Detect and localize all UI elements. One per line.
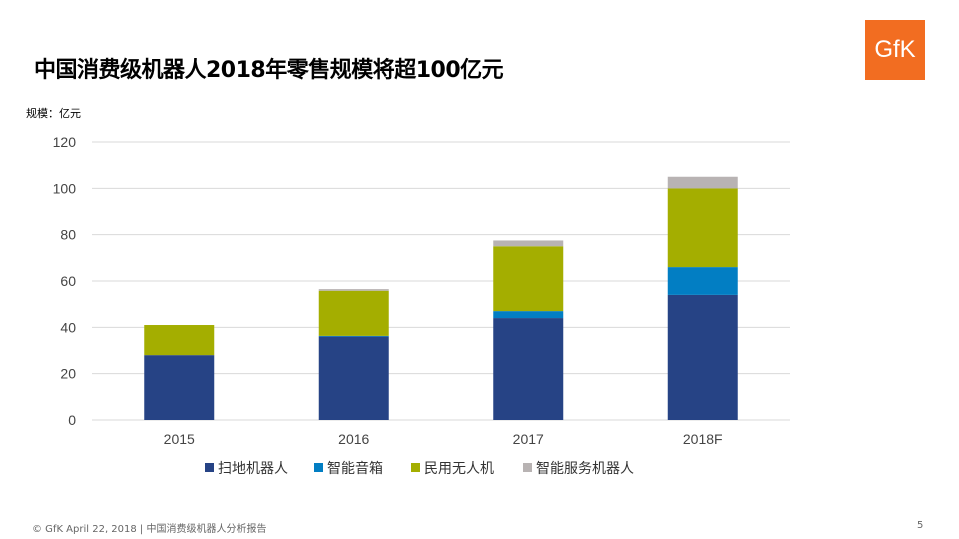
bar-segment xyxy=(493,246,564,312)
bar-segment xyxy=(144,325,215,356)
legend-label: 民用无人机 xyxy=(424,461,494,477)
bar-segment xyxy=(493,318,564,420)
x-tick-label: 2018F xyxy=(683,431,723,447)
bar-segment xyxy=(667,267,738,295)
x-tick-label: 2016 xyxy=(338,431,369,447)
bar-segment xyxy=(667,176,738,189)
bar-segment xyxy=(144,355,215,420)
legend-swatch xyxy=(411,463,420,472)
y-tick-label: 40 xyxy=(60,319,76,335)
x-tick-label: 2015 xyxy=(164,431,195,447)
bar-segment xyxy=(667,294,738,420)
legend-swatch xyxy=(314,463,323,472)
legend-label: 智能音箱 xyxy=(327,460,383,477)
legend-swatch xyxy=(523,463,532,472)
bar-segment xyxy=(667,188,738,268)
unit-label: 规模：亿元 xyxy=(26,107,81,120)
y-tick-label: 100 xyxy=(53,180,77,196)
legend-swatch xyxy=(205,463,214,472)
footer: © GfK April 22, 2018 | 中国消费级机器人分析报告 xyxy=(32,524,267,535)
bar-segment xyxy=(318,335,389,337)
y-tick-label: 20 xyxy=(60,366,76,382)
bar-segment xyxy=(493,240,564,247)
page-title: 中国消费级机器人2018年零售规模将超100亿元 xyxy=(34,58,504,83)
x-tick-label: 2017 xyxy=(513,431,544,447)
y-tick-label: 120 xyxy=(53,134,77,150)
legend-label: 智能服务机器人 xyxy=(536,461,634,477)
bar-segment xyxy=(318,336,389,420)
bar-segment xyxy=(493,311,564,319)
y-tick-label: 0 xyxy=(68,412,76,428)
gfk-logo: GfK xyxy=(865,20,925,80)
legend-label: 扫地机器人 xyxy=(218,461,288,477)
bar-segment xyxy=(318,290,389,336)
y-tick-label: 80 xyxy=(60,227,76,243)
y-tick-label: 60 xyxy=(60,273,76,289)
bar-segment xyxy=(318,289,389,291)
page-number: 5 xyxy=(917,520,924,531)
